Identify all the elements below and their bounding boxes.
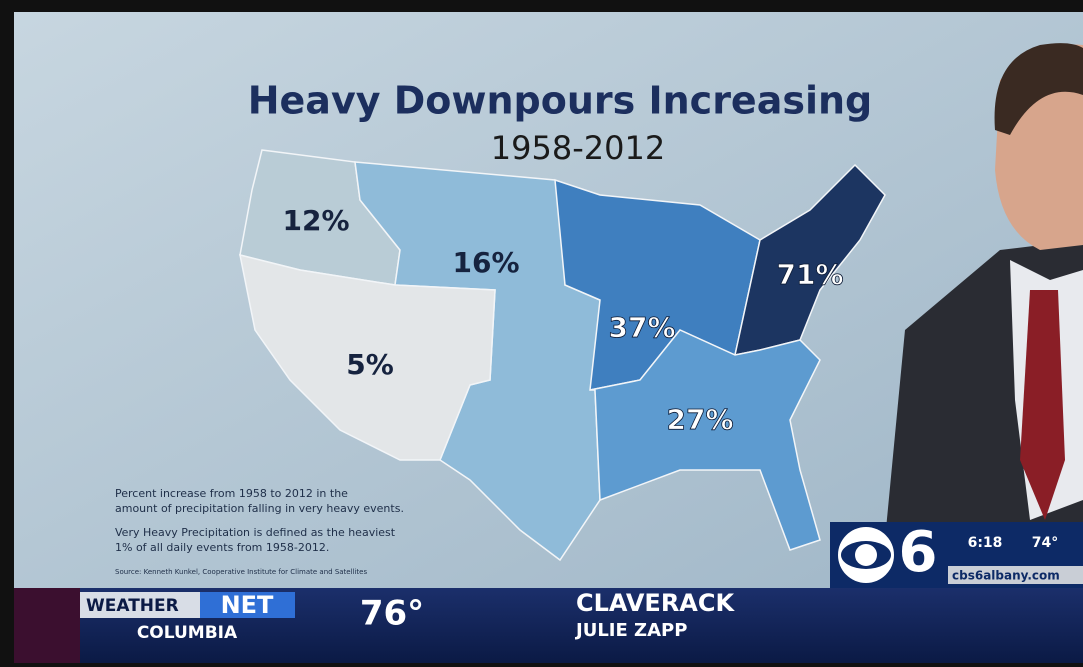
region-label: 5% — [346, 348, 394, 381]
notes: Percent increase from 1958 to 2012 in th… — [115, 487, 404, 576]
logo-net-box — [200, 592, 295, 618]
region-label: 12% — [282, 204, 349, 237]
region — [589, 329, 821, 551]
presenter — [880, 43, 1083, 592]
bug-temperature: 74° — [1032, 535, 1058, 551]
note: 1% of all daily events from 1958-2012. — [115, 541, 329, 554]
note: Source: Kenneth Kunkel, Cooperative Inst… — [115, 568, 367, 576]
channel-number: 6 — [899, 520, 938, 585]
logo-weather: WEATHER — [86, 596, 179, 616]
region-label: 37% — [608, 311, 675, 344]
url: cbs6albany.com — [952, 569, 1060, 583]
location: COLUMBIA — [137, 623, 238, 643]
cbs-pupil — [855, 544, 877, 566]
logo-net: NET — [221, 591, 274, 619]
time: 6:18 — [968, 535, 1003, 551]
reporter: JULIE ZAPP — [574, 620, 687, 641]
note: amount of precipitation falling in very … — [115, 502, 404, 515]
temperature: 76° — [360, 594, 424, 634]
region-label: 16% — [452, 246, 519, 279]
ticker-accent — [14, 588, 80, 663]
subtitle: 1958-2012 — [491, 129, 665, 167]
headline: CLAVERACK — [576, 589, 735, 617]
note: Percent increase from 1958 to 2012 in th… — [115, 487, 348, 500]
url-box — [948, 566, 1083, 584]
region — [239, 253, 496, 461]
title: Heavy Downpours Increasing — [248, 79, 873, 123]
region-label: 71% — [776, 258, 843, 291]
map: 12% 16% 5% 37% 71% 27% — [239, 149, 886, 562]
note: Very Heavy Precipitation is defined as t… — [115, 526, 396, 539]
region-label: 27% — [666, 403, 733, 436]
